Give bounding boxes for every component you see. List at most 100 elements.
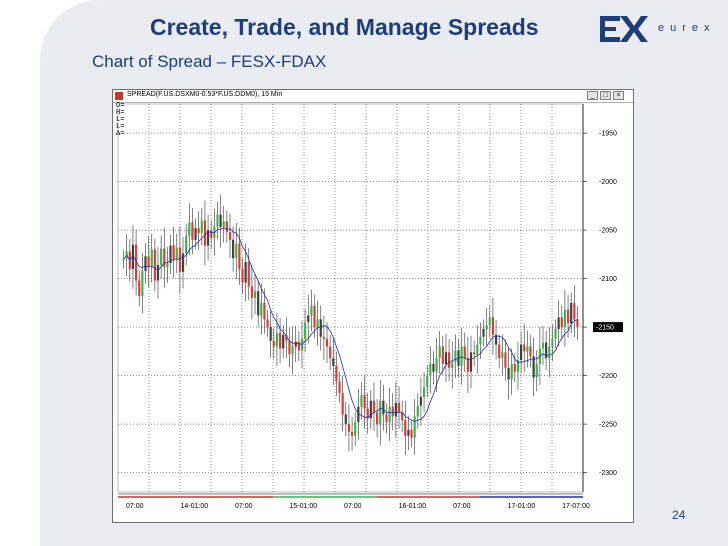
ohlc-bar — [482, 329, 485, 337]
ohlc-bar — [410, 429, 413, 438]
ohlc-bar — [560, 317, 563, 328]
ohlc-bar — [545, 342, 548, 359]
ohlc-bar — [178, 247, 182, 272]
ohlc-bar — [304, 322, 307, 339]
ohlc-bar — [529, 346, 532, 357]
ohlc-bar — [519, 344, 523, 361]
logo-text: eurex — [658, 22, 716, 34]
ohlc-bar — [329, 346, 332, 359]
ohlc-bar — [404, 420, 407, 436]
ohlc-bar — [347, 424, 351, 432]
ohlc-bar — [244, 262, 247, 283]
ohlc-bar — [476, 344, 479, 355]
ohlc-bar — [570, 302, 573, 324]
ohlc-bar — [203, 220, 207, 246]
ohlc-bar — [460, 346, 463, 366]
y-tick-label: -2000 — [599, 179, 617, 186]
x-tick-label: 17-01:00 — [508, 503, 536, 510]
ohlc-bar — [160, 248, 163, 266]
ohlc-bar — [185, 235, 188, 254]
y-tick-label: -2200 — [599, 373, 617, 380]
ohlc-bar — [163, 248, 166, 267]
ohlc-bar — [510, 363, 513, 380]
ohlc-bar — [360, 395, 363, 407]
maximize-button[interactable]: □ — [600, 91, 611, 100]
ohlc-bar — [513, 363, 516, 372]
ohlc-bar — [260, 302, 263, 316]
ohlc-bar — [566, 309, 570, 324]
ohlc-bar — [216, 214, 219, 227]
ohlc-bar — [469, 352, 473, 372]
ohlc-bar — [253, 291, 257, 298]
ohlc-high-label: H= — [116, 109, 125, 117]
close-button[interactable]: × — [613, 91, 624, 100]
ohlc-bar — [391, 406, 394, 417]
ohlc-bar — [332, 358, 335, 366]
ohlc-bar — [435, 358, 438, 372]
ohlc-bar — [441, 346, 444, 364]
ohlc-bar — [156, 265, 160, 281]
ohlc-bar — [541, 342, 545, 349]
ohlc-bar — [554, 329, 557, 339]
ohlc-bar — [432, 363, 435, 372]
ohlc-bar — [382, 400, 385, 415]
ohlc-bar — [263, 302, 266, 320]
ohlc-bar — [225, 221, 228, 233]
ohlc-bar — [485, 325, 488, 330]
ohlc-bar — [232, 239, 235, 259]
ohlc-bar — [401, 412, 404, 421]
x-tick-label: 07:00 — [344, 503, 362, 510]
ohlc-bar — [291, 346, 294, 355]
ohlc-bar — [172, 245, 175, 260]
y-tick-label: -2100 — [599, 276, 617, 283]
ohlc-bar — [138, 280, 141, 297]
ohlc-bar — [366, 408, 369, 419]
ohlc-bar — [369, 400, 372, 419]
ohlc-bar — [144, 256, 147, 271]
ohlc-bar — [466, 358, 469, 372]
ohlc-bar — [563, 309, 567, 328]
ohlc-bar — [557, 317, 560, 330]
ohlc-bar — [507, 367, 510, 380]
ohlc-bar — [153, 249, 156, 281]
ohlc-bar — [344, 414, 347, 425]
ohlc-bar — [257, 291, 260, 316]
chart-app-icon — [115, 92, 123, 100]
ohlc-bar — [488, 317, 491, 326]
ohlc-bar — [516, 360, 520, 372]
slide-title: Create, Trade, and Manage Spreads — [150, 14, 539, 40]
ohlc-bar — [210, 230, 213, 238]
ohlc-bar — [235, 243, 238, 259]
minimize-button[interactable]: _ — [587, 91, 598, 100]
ohlc-bar — [376, 412, 379, 425]
ohlc-bar — [181, 253, 185, 272]
ohlc-change-label: Δ= — [116, 130, 125, 138]
ohlc-bar — [282, 334, 285, 349]
ohlc-bar — [150, 249, 153, 267]
page-number: 24 — [672, 508, 686, 522]
ohlc-bar — [134, 244, 138, 281]
ohlc-bar — [576, 319, 579, 328]
y-tick-label: -1950 — [599, 131, 617, 138]
ohlc-bar — [548, 346, 551, 359]
moving-average-line — [123, 227, 578, 422]
current-value-label: -2150 — [596, 325, 614, 332]
x-tick-label: 16-01:00 — [399, 503, 427, 510]
plot-frame — [117, 103, 584, 493]
ohlc-open-label: O= — [116, 102, 125, 110]
spread-chart[interactable]: -1950 -2000 -2050 -2100 -2150 -2200 -2250 -2300… — [113, 90, 633, 522]
ohlc-bar — [322, 336, 325, 339]
ohlc-bar — [350, 431, 354, 436]
ohlc-bar — [498, 344, 501, 359]
ohlc-bar — [388, 406, 391, 423]
ohlc-bar — [385, 414, 388, 423]
ohlc-bar — [573, 302, 576, 320]
ohlc-last-label: L= — [116, 123, 125, 131]
ohlc-bar — [175, 247, 178, 260]
ohlc-bar — [338, 381, 341, 394]
ohlc-bar — [354, 422, 357, 436]
eurex-logo — [600, 16, 648, 42]
ohlc-bar — [166, 263, 169, 267]
ohlc-bar — [222, 221, 225, 228]
ohlc-bar — [325, 338, 329, 347]
